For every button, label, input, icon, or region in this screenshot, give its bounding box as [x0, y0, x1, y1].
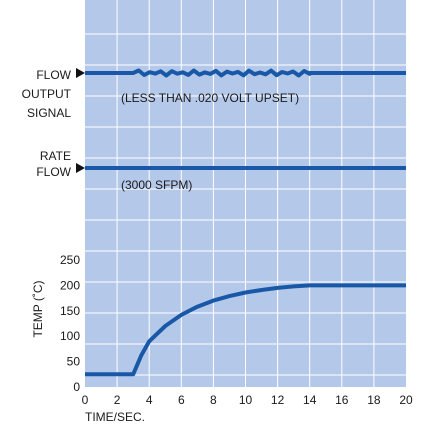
flow-output-signal-trace [85, 68, 406, 78]
y-tick-label-1: 50 [67, 355, 81, 369]
x-tick-label-7: 14 [303, 393, 317, 407]
temperature-trace [85, 283, 406, 377]
x-tick-label-8: 16 [335, 393, 349, 407]
rate-flow-marker [76, 163, 85, 173]
rate-flow-annotation: (3000 SFPM) [121, 178, 192, 192]
flow-output-signal-annotation: (LESS THAN .020 VOLT UPSET) [121, 91, 299, 105]
flow-output-signal-label-3: SIGNAL [27, 106, 71, 120]
x-axis-ticks: 0 2 4 6 8 10 12 14 16 18 20 [82, 393, 413, 407]
flow-output-signal-label-2: OUTPUT [22, 87, 72, 101]
y-tick-label-0: 0 [73, 380, 80, 394]
flow-output-signal-marker [76, 68, 85, 78]
y-tick-label-4: 200 [60, 278, 80, 292]
grid-lines [85, 0, 406, 387]
x-axis-label: TIME/SEC. [85, 410, 145, 424]
flow-output-signal-label-1: FLOW [36, 68, 71, 82]
temperature-y-ticks: 0 50 100 150 200 250 [60, 253, 80, 394]
x-tick-label-10: 20 [399, 393, 413, 407]
x-tick-label-1: 2 [114, 393, 121, 407]
rate-flow-label-1: RATE [40, 149, 71, 163]
x-tick-label-3: 6 [178, 393, 185, 407]
y-tick-label-2: 100 [60, 329, 80, 343]
temperature-y-axis-label: TEMP (˚C) [31, 280, 45, 337]
x-tick-label-9: 18 [367, 393, 381, 407]
y-tick-label-5: 250 [60, 253, 80, 267]
x-tick-label-6: 12 [271, 393, 285, 407]
x-tick-label-0: 0 [82, 393, 89, 407]
y-tick-label-3: 150 [60, 304, 80, 318]
x-tick-label-4: 8 [210, 393, 217, 407]
x-tick-label-2: 4 [146, 393, 153, 407]
rate-flow-label-2: FLOW [36, 165, 71, 179]
x-tick-label-5: 10 [239, 393, 253, 407]
